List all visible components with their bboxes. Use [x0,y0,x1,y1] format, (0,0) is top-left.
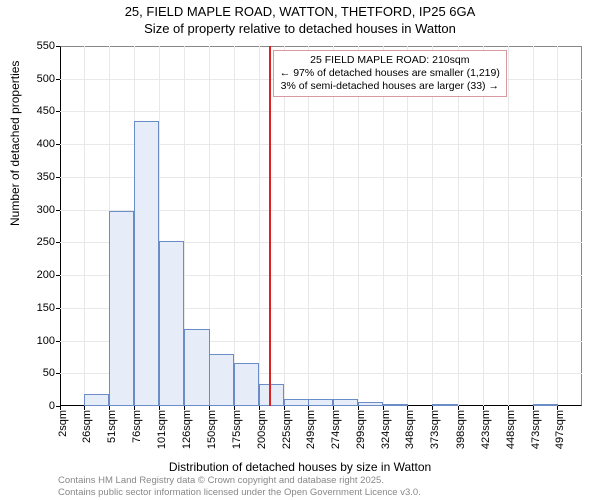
gridline-v [333,46,334,406]
histogram-bar [358,402,383,406]
ytick-mark [56,79,60,80]
ytick-mark [56,46,60,47]
xtick-label: 126sqm [181,410,193,449]
xtick-mark [432,406,433,410]
xtick-label: 274sqm [330,410,342,449]
histogram-bar [209,354,234,406]
ytick-mark [56,144,60,145]
annotation-line: 25 FIELD MAPLE ROAD: 210sqm [280,54,500,67]
xtick-mark [109,406,110,410]
xtick-mark [259,406,260,410]
xtick-label: 175sqm [231,410,243,449]
xtick-mark [458,406,459,410]
chart-title: 25, FIELD MAPLE ROAD, WATTON, THETFORD, … [0,0,600,38]
xtick-mark [234,406,235,410]
xtick-label: 51sqm [106,410,118,443]
footer-line-2: Contains public sector information licen… [58,487,421,498]
histogram-bar [284,399,309,406]
ytick-mark [56,111,60,112]
histogram-bar [432,404,457,406]
xtick-label: 473sqm [530,410,542,449]
annotation-line: 3% of semi-detached houses are larger (3… [280,80,500,93]
annotation-box: 25 FIELD MAPLE ROAD: 210sqm← 97% of deta… [273,50,507,97]
xtick-mark [308,406,309,410]
marker-line [269,46,271,406]
xtick-mark [333,406,334,410]
xtick-label: 423sqm [480,410,492,449]
xtick-mark [60,406,61,410]
histogram-bar [184,329,209,406]
xtick-mark [184,406,185,410]
xtick-label: 200sqm [256,410,268,449]
xtick-label: 249sqm [305,410,317,449]
gridline-v [483,46,484,406]
gridline-v [284,46,285,406]
xtick-mark [407,406,408,410]
ytick-mark [56,275,60,276]
xtick-label: 26sqm [81,410,93,443]
xtick-label: 101sqm [156,410,168,449]
xtick-mark [84,406,85,410]
xtick-mark [508,406,509,410]
gridline-v [84,46,85,406]
ytick-mark [56,210,60,211]
ytick-mark [56,373,60,374]
ytick-mark [56,308,60,309]
xtick-mark [383,406,384,410]
gridline-v [557,46,558,406]
histogram-bar [134,121,159,406]
xtick-label: 497sqm [554,410,566,449]
gridline-v [533,46,534,406]
xtick-label: 76sqm [131,410,143,443]
histogram-bar [159,241,184,406]
y-axis-label: Number of detached properties [8,61,22,226]
gridline-h [60,111,582,112]
xtick-mark [557,406,558,410]
histogram-bar [259,384,284,406]
xtick-mark [358,406,359,410]
xtick-label: 398sqm [455,410,467,449]
title-line-2: Size of property relative to detached ho… [0,21,600,38]
footer-line-1: Contains HM Land Registry data © Crown c… [58,475,421,486]
chart-container: 25, FIELD MAPLE ROAD, WATTON, THETFORD, … [0,0,600,500]
title-line-1: 25, FIELD MAPLE ROAD, WATTON, THETFORD, … [0,4,600,21]
xtick-label: 225sqm [281,410,293,449]
xtick-label: 348sqm [404,410,416,449]
xtick-mark [134,406,135,410]
gridline-v [383,46,384,406]
gridline-v [407,46,408,406]
x-axis-label: Distribution of detached houses by size … [0,460,600,474]
ytick-mark [56,242,60,243]
histogram-bar [308,399,333,406]
histogram-bar [333,399,358,406]
footer-credits: Contains HM Land Registry data © Crown c… [58,475,421,498]
gridline-v [508,46,509,406]
xtick-mark [209,406,210,410]
histogram-bar [234,363,259,406]
gridline-v [432,46,433,406]
xtick-label: 324sqm [380,410,392,449]
xtick-label: 373sqm [429,410,441,449]
gridline-v [358,46,359,406]
histogram-bar [84,394,109,406]
plot-area: 0501001502002503003504004505005502sqm26s… [60,46,582,406]
histogram-bar [383,404,408,406]
xtick-mark [533,406,534,410]
xtick-label: 150sqm [206,410,218,449]
histogram-bar [533,404,558,406]
histogram-bar [109,211,134,406]
xtick-mark [159,406,160,410]
ytick-mark [56,177,60,178]
gridline-v [308,46,309,406]
annotation-line: ← 97% of detached houses are smaller (1,… [280,67,500,80]
ytick-mark [56,341,60,342]
xtick-label: 299sqm [355,410,367,449]
xtick-mark [483,406,484,410]
xtick-mark [284,406,285,410]
gridline-v [259,46,260,406]
gridline-v [458,46,459,406]
xtick-label: 448sqm [505,410,517,449]
xtick-label: 2sqm [57,410,69,437]
gridline-v [234,46,235,406]
